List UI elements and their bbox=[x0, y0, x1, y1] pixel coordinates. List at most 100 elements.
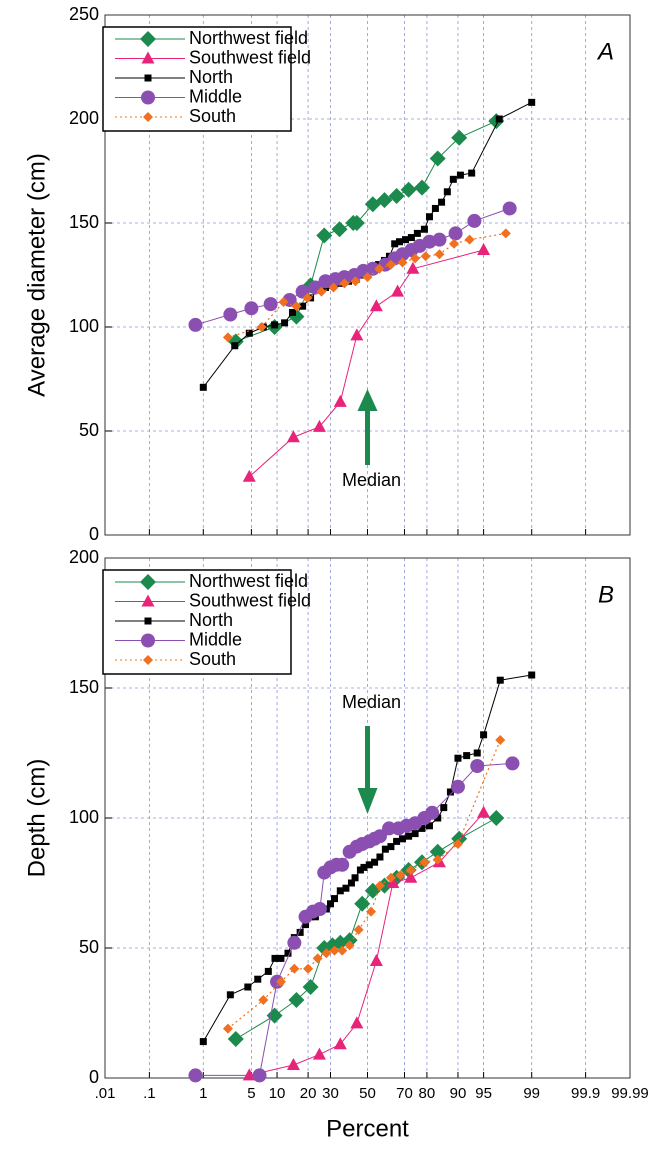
marker bbox=[287, 935, 302, 950]
marker bbox=[372, 829, 387, 844]
marker bbox=[286, 1058, 300, 1070]
plot-frame bbox=[104, 14, 631, 536]
marker bbox=[449, 238, 460, 249]
marker bbox=[385, 872, 396, 883]
marker bbox=[410, 253, 421, 264]
marker bbox=[326, 900, 334, 908]
marker bbox=[141, 51, 155, 64]
marker bbox=[405, 865, 416, 875]
y-tick-label: 100 bbox=[69, 316, 99, 336]
marker bbox=[413, 229, 421, 237]
marker bbox=[452, 839, 463, 849]
annotation: Median bbox=[342, 470, 401, 490]
marker bbox=[333, 1037, 347, 1050]
marker bbox=[369, 299, 383, 312]
marker bbox=[223, 307, 238, 322]
x-tick-label: 20 bbox=[300, 1085, 317, 1102]
marker bbox=[141, 90, 155, 105]
marker bbox=[254, 975, 262, 983]
x-tick-label: 99.99 bbox=[611, 1085, 649, 1102]
marker bbox=[434, 249, 445, 260]
marker bbox=[302, 921, 310, 929]
legend-label: Middle bbox=[189, 629, 242, 649]
marker bbox=[393, 837, 401, 845]
marker bbox=[286, 430, 300, 443]
x-tick-label: 5 bbox=[247, 1085, 255, 1102]
marker bbox=[141, 633, 155, 648]
marker bbox=[312, 1047, 326, 1060]
marker bbox=[289, 308, 297, 316]
marker bbox=[356, 866, 364, 874]
marker bbox=[500, 228, 511, 239]
marker bbox=[388, 187, 405, 204]
series-line bbox=[227, 232, 506, 338]
x-tick-label: 95 bbox=[475, 1085, 492, 1102]
y-tick-label: 150 bbox=[69, 212, 99, 232]
legend-label: South bbox=[189, 649, 236, 669]
marker bbox=[480, 731, 488, 739]
marker bbox=[429, 150, 446, 167]
y-tick-label: 200 bbox=[69, 547, 99, 567]
marker bbox=[463, 752, 471, 760]
marker bbox=[398, 835, 406, 843]
marker bbox=[350, 276, 361, 287]
marker bbox=[188, 317, 203, 332]
x-tick-label: 90 bbox=[450, 1085, 467, 1102]
marker bbox=[188, 1068, 203, 1083]
marker bbox=[425, 822, 433, 830]
marker bbox=[396, 238, 404, 246]
marker bbox=[420, 251, 431, 262]
legend-box bbox=[102, 26, 292, 132]
marker bbox=[376, 192, 393, 209]
legend-label: Middle bbox=[189, 86, 242, 106]
marker bbox=[395, 870, 406, 881]
marker bbox=[528, 98, 536, 106]
y-axis-title: Depth (cm) bbox=[23, 759, 50, 878]
marker bbox=[362, 272, 373, 283]
legend-label: North bbox=[189, 610, 233, 630]
marker bbox=[271, 321, 279, 329]
x-tick-label: .01 bbox=[95, 1085, 116, 1102]
marker bbox=[140, 574, 156, 590]
marker bbox=[245, 329, 253, 337]
marker bbox=[244, 983, 252, 991]
marker bbox=[244, 301, 259, 316]
marker bbox=[400, 181, 417, 198]
marker bbox=[266, 1007, 283, 1024]
marker bbox=[387, 843, 395, 851]
marker bbox=[374, 880, 385, 891]
marker bbox=[402, 236, 410, 244]
marker bbox=[431, 204, 439, 212]
panel-label: A bbox=[596, 38, 614, 65]
marker bbox=[354, 895, 371, 912]
marker bbox=[376, 853, 384, 861]
marker bbox=[505, 756, 520, 771]
marker bbox=[321, 948, 332, 959]
marker bbox=[336, 887, 344, 895]
plot-frame bbox=[104, 557, 631, 1079]
x-tick-label: 99.9 bbox=[571, 1085, 600, 1102]
x-tick-label: 99 bbox=[523, 1085, 540, 1102]
marker bbox=[470, 759, 485, 773]
marker bbox=[299, 302, 307, 310]
marker bbox=[425, 213, 433, 221]
y-tick-label: 0 bbox=[89, 1067, 99, 1087]
legend-box bbox=[102, 569, 292, 675]
marker bbox=[347, 879, 355, 887]
marker bbox=[386, 876, 400, 888]
marker bbox=[275, 976, 286, 987]
x-tick-label: 80 bbox=[419, 1085, 436, 1102]
x-tick-label: 70 bbox=[396, 1085, 413, 1102]
marker bbox=[222, 1023, 233, 1034]
marker bbox=[351, 874, 359, 882]
marker bbox=[406, 261, 420, 274]
marker bbox=[333, 394, 347, 407]
marker bbox=[242, 1068, 256, 1081]
marker bbox=[312, 953, 323, 964]
marker bbox=[495, 115, 503, 123]
x-tick-label: 10 bbox=[269, 1085, 286, 1102]
marker bbox=[353, 924, 364, 935]
marker bbox=[477, 243, 491, 256]
marker bbox=[420, 225, 428, 233]
marker bbox=[446, 788, 454, 796]
